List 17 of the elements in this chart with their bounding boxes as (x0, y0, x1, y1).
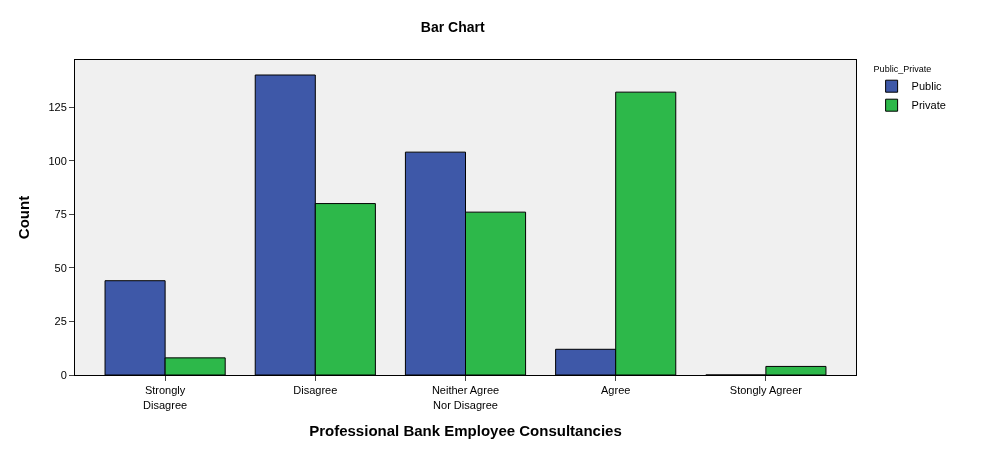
y-tick-label: 25 (54, 315, 67, 328)
legend-label: Private (911, 99, 946, 112)
x-tick-label: Agree (601, 384, 631, 397)
legend-title: Public_Private (873, 63, 932, 74)
x-tick-label: Strongly Disagree (143, 384, 188, 411)
y-axis-title: Count (14, 195, 32, 240)
y-tick-label: 50 (54, 261, 67, 274)
y-tick-label: 100 (48, 154, 67, 167)
x-axis-title: Professional Bank Employee Consultancies (309, 421, 622, 439)
x-tick-label: Neither Agree Nor Disagree (431, 384, 500, 411)
y-tick-label: 0 (60, 368, 67, 381)
x-tick-label: Stongly Agreer (729, 384, 803, 397)
legend-label: Public (911, 80, 943, 93)
chart-title: Bar Chart (420, 19, 485, 36)
x-tick-label: Disagree (293, 384, 338, 397)
y-tick-label: 75 (54, 208, 67, 221)
y-tick-label: 125 (48, 100, 67, 113)
